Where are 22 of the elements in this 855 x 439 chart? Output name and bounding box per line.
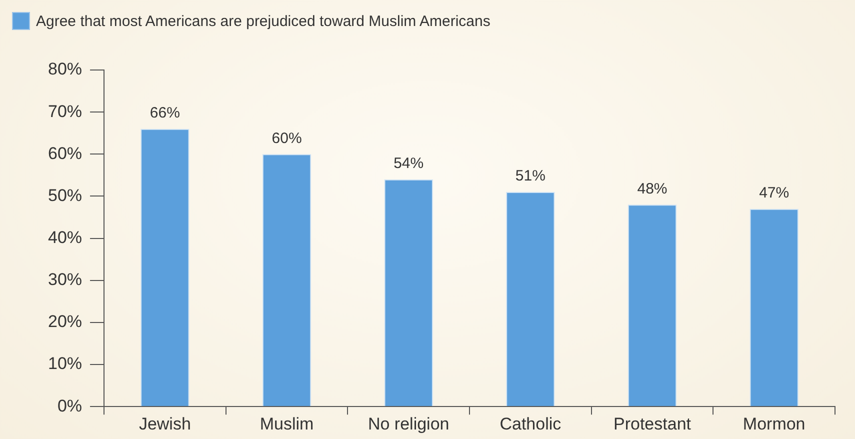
data-label: 54%: [394, 155, 424, 172]
x-tick-label: Catholic: [500, 414, 562, 434]
x-tick-label: Protestant: [614, 414, 692, 434]
data-label: 60%: [272, 130, 302, 147]
y-tick-label: 70%: [48, 102, 82, 121]
y-tick-label: 30%: [48, 270, 82, 290]
y-tick-label: 60%: [48, 144, 82, 163]
data-label: 48%: [637, 180, 668, 198]
text: Agree that most Americans are prejudiced toward Muslim Americans: [36, 12, 490, 30]
x-tick-label: Muslim: [260, 414, 314, 434]
x-tick-label: No religion: [368, 414, 450, 434]
x-tick-label: Mormon: [742, 414, 806, 434]
x-tick-label: Jewish: [138, 414, 191, 434]
y-tick-label: 0%: [57, 396, 82, 416]
data-label: 51%: [515, 168, 546, 185]
y-tick-label: 40%: [48, 228, 82, 247]
data-label: 47%: [759, 184, 790, 202]
y-tick-label: 20%: [48, 312, 82, 332]
y-tick-label: 10%: [48, 354, 82, 374]
y-tick-label: 80%: [48, 60, 82, 79]
y-tick-label: 50%: [48, 186, 82, 205]
data-label: 66%: [150, 104, 180, 122]
